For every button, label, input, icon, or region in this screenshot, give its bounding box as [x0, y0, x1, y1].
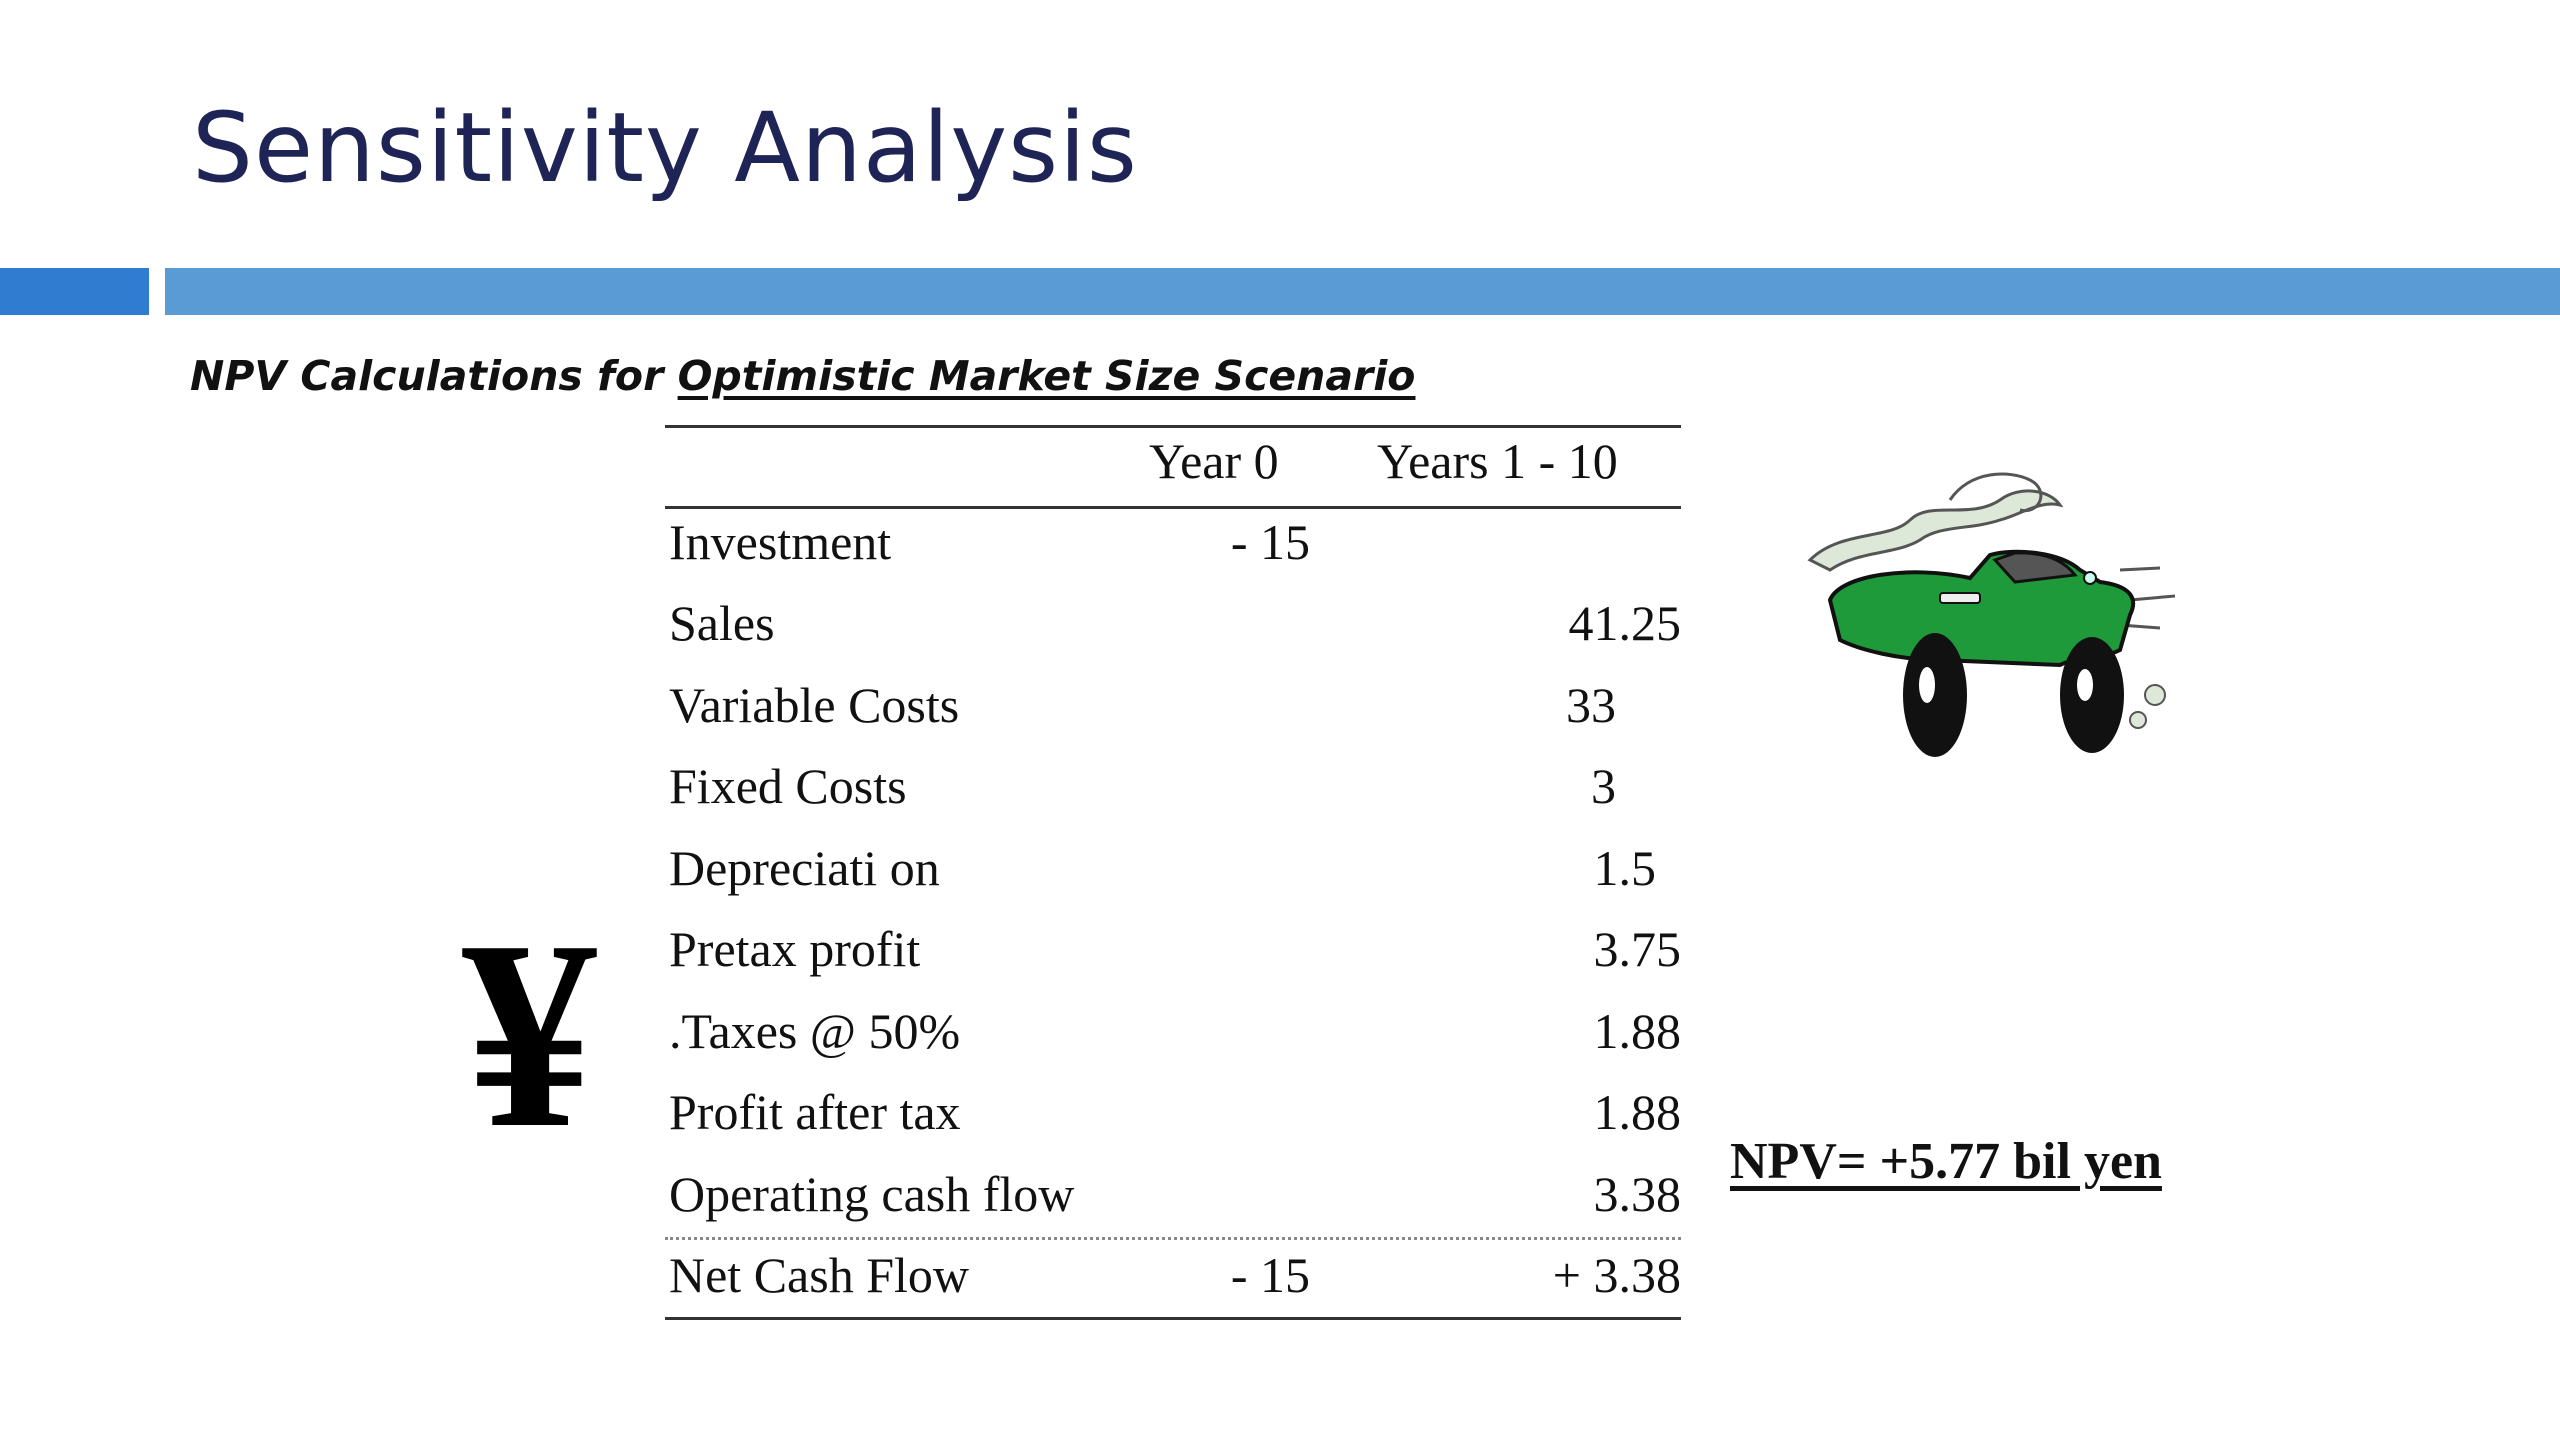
row-label-depreciation: Depreciati on	[669, 840, 940, 896]
accent-bar	[165, 268, 2560, 315]
row-value-depreciation: 1.5	[1593, 840, 1657, 896]
subtitle-prefix: NPV Calculations for	[190, 352, 678, 400]
smoking-car-icon	[1807, 472, 2176, 757]
row-value-variable-costs: 33	[1566, 677, 1616, 733]
row-value-fixed-costs: 3	[1591, 758, 1616, 814]
row-value-pretax-profit: 3.75	[1593, 921, 1682, 977]
header-year0: Year 0	[1149, 433, 1279, 489]
row-value-net-cash-flow-years: + 3.38	[1552, 1247, 1681, 1303]
row-label-operating-cash-flow: Operating cash flow	[669, 1166, 1075, 1222]
row-value-operating-cash-flow: 3.38	[1593, 1166, 1682, 1222]
header-years1-10: Years 1 - 10	[1377, 433, 1618, 489]
row-label-taxes: .Taxes @ 50%	[669, 1003, 961, 1059]
row-value-sales: 41.25	[1568, 595, 1682, 651]
table-top-rule	[665, 425, 1681, 428]
accent-bar-small	[0, 268, 149, 315]
row-value-profit-after-tax: 1.88	[1593, 1084, 1682, 1140]
row-label-pretax-profit: Pretax profit	[669, 921, 921, 977]
row-label-investment: Investment	[669, 514, 892, 570]
header-rule	[665, 506, 1681, 509]
row-label-net-cash-flow: Net Cash Flow	[669, 1247, 969, 1303]
slide-title: Sensitivity Analysis	[192, 92, 1138, 204]
row-value-investment-year0: - 15	[1230, 514, 1310, 570]
subtitle-scenario: Optimistic Market Size Scenario	[677, 352, 1416, 400]
row-label-variable-costs: Variable Costs	[669, 677, 960, 733]
yen-icon: ¥	[462, 885, 597, 1184]
row-label-profit-after-tax: Profit after tax	[669, 1084, 961, 1140]
row-label-fixed-costs: Fixed Costs	[669, 758, 907, 814]
npv-result: NPV= +5.77 bil yen	[1730, 1133, 2162, 1190]
row-label-sales: Sales	[669, 595, 775, 651]
table-bottom-rule	[665, 1317, 1681, 1320]
row-value-taxes: 1.88	[1593, 1003, 1682, 1059]
row-value-net-cash-flow-year0: - 15	[1230, 1247, 1310, 1303]
subtitle: NPV Calculations for Optimistic Market S…	[190, 352, 1415, 400]
total-dotted-rule	[665, 1237, 1681, 1240]
